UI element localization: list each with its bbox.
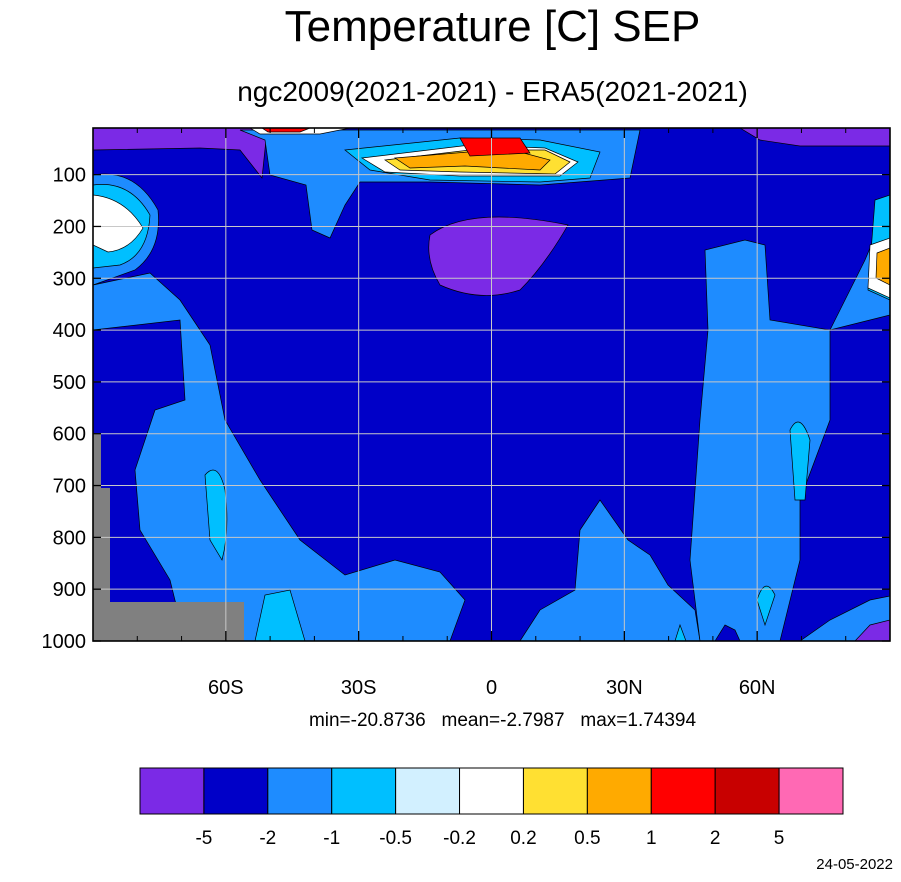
colorbar-swatch <box>267 767 333 815</box>
contour-right-mid-lightblue <box>789 421 811 501</box>
colorbar-swatch <box>395 767 461 815</box>
colorbar-swatch <box>331 767 397 815</box>
y-tick-label: 600 <box>53 424 86 446</box>
x-tick-label: 0 <box>486 677 497 699</box>
contour-upper-red <box>459 137 531 157</box>
contour-bottom-middle-warm <box>519 499 701 641</box>
date-stamp: 24-05-2022 <box>816 856 893 873</box>
y-tick-label: 100 <box>53 165 86 187</box>
colorbar-swatch <box>586 767 652 815</box>
axes: 100 200 300 400 500 600 700 800 900 1000 60S 30S 0 30… <box>42 127 891 699</box>
contour-left-upper-white <box>93 194 144 253</box>
y-tick-label: 500 <box>53 372 86 394</box>
missing-data-region <box>93 434 244 641</box>
x-tick-label: 60N <box>739 677 776 699</box>
contour-lower-left-lightblue <box>254 589 306 641</box>
y-tick-label: 400 <box>53 320 86 342</box>
colorbar-label: 0.5 <box>574 828 600 849</box>
chart-title: Temperature [C] SEP <box>284 2 701 51</box>
stats-line: min=-20.8736 mean=-2.7987 max=1.74394 <box>308 710 697 731</box>
contour-right-upper-orange <box>875 247 890 286</box>
contour-top-edge-red <box>261 128 311 133</box>
contour-bottom-gap-lightblue <box>674 623 687 641</box>
colorbar-swatch <box>714 767 780 815</box>
colorbar-swatch <box>522 767 588 815</box>
colorbar-label: 0.2 <box>510 828 536 849</box>
y-tick-label: 700 <box>53 476 86 498</box>
y-tick-label: 300 <box>53 268 86 290</box>
colorbar: -5 -2 -1 -0.5 -0.2 0.2 0.5 1 2 5 <box>139 767 844 849</box>
y-tick-label: 1000 <box>42 631 87 653</box>
colorbar-swatch <box>650 767 716 815</box>
y-tick-label: 800 <box>53 527 86 549</box>
colorbar-swatch <box>459 767 524 815</box>
colorbar-swatch <box>139 767 205 815</box>
contour-left-warm-column <box>93 272 466 641</box>
x-tick-label: 60S <box>208 677 244 699</box>
chart-subtitle: ngc2009(2021-2021) - ERA5(2021-2021) <box>237 76 748 107</box>
colorbar-swatch <box>778 767 844 815</box>
x-tick-label: 30N <box>606 677 643 699</box>
y-tick-label: 900 <box>53 579 86 601</box>
colorbar-label: 5 <box>774 828 785 849</box>
colorbar-label: -0.5 <box>379 828 412 849</box>
colorbar-label: 2 <box>710 828 721 849</box>
colorbar-swatch <box>203 767 269 815</box>
contour-right-warm-column <box>689 239 831 641</box>
colorbar-label: 1 <box>646 828 657 849</box>
colorbar-label: -5 <box>195 828 212 849</box>
contour-bottom-right-cold <box>854 619 890 641</box>
contour-right-low-lightblue <box>756 585 776 627</box>
colorbar-label: -1 <box>323 828 340 849</box>
contour-bottom-gap-cold <box>714 624 741 641</box>
contour-right-top-warm <box>829 199 890 331</box>
colorbar-label: -2 <box>259 828 276 849</box>
y-tick-label: 200 <box>53 216 86 238</box>
x-tick-label: 30S <box>341 677 377 699</box>
colorbar-label: -0.2 <box>443 828 476 849</box>
